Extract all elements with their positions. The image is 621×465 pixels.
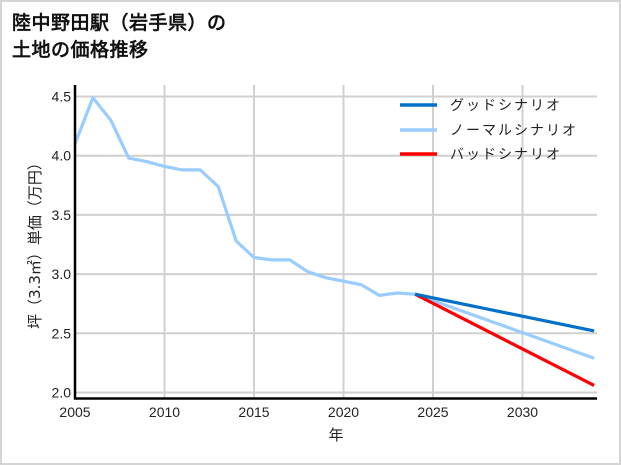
y-tick-label: 4.5 [52,89,72,105]
y-tick-label: 3.0 [52,266,72,282]
x-tick-label: 2005 [59,404,90,420]
x-tick-label: 2015 [238,404,269,420]
chart-title-line1: 陸中野田駅（岩手県）の [12,12,227,34]
series-line-0 [414,292,595,333]
axes [73,85,597,400]
x-tick-label: 2010 [149,404,180,420]
x-tick-label: 2030 [507,404,538,420]
y-tick-labels: 2.0 2.5 3.0 3.5 4.0 4.5 [52,89,72,401]
series-line-2 [414,292,595,387]
legend-label: ノーマルシナリオ [450,123,578,139]
y-axis-label: 坪（3.3㎡）単価（万円） [26,155,44,329]
y-tick-label: 2.0 [52,385,72,401]
y-tick-label: 3.5 [52,207,72,223]
grid-lines [74,85,597,398]
series-line-1 [73,96,595,360]
y-tick-label: 4.0 [52,148,72,164]
y-tick-label: 2.5 [52,325,72,341]
chart-title-line2: 土地の価格推移 [12,39,149,61]
x-tick-label: 2020 [328,404,359,420]
legend-label: バッドシナリオ [450,147,562,163]
chart-title: 陸中野田駅（岩手県）の 土地の価格推移 [12,10,227,64]
x-axis-label: 年 [328,426,343,444]
legend-label: グッドシナリオ [450,98,562,114]
x-tick-label: 2025 [417,404,448,420]
x-tick-labels: 2005 2010 2015 2020 2025 2030 [59,404,538,420]
data-series [73,96,595,387]
